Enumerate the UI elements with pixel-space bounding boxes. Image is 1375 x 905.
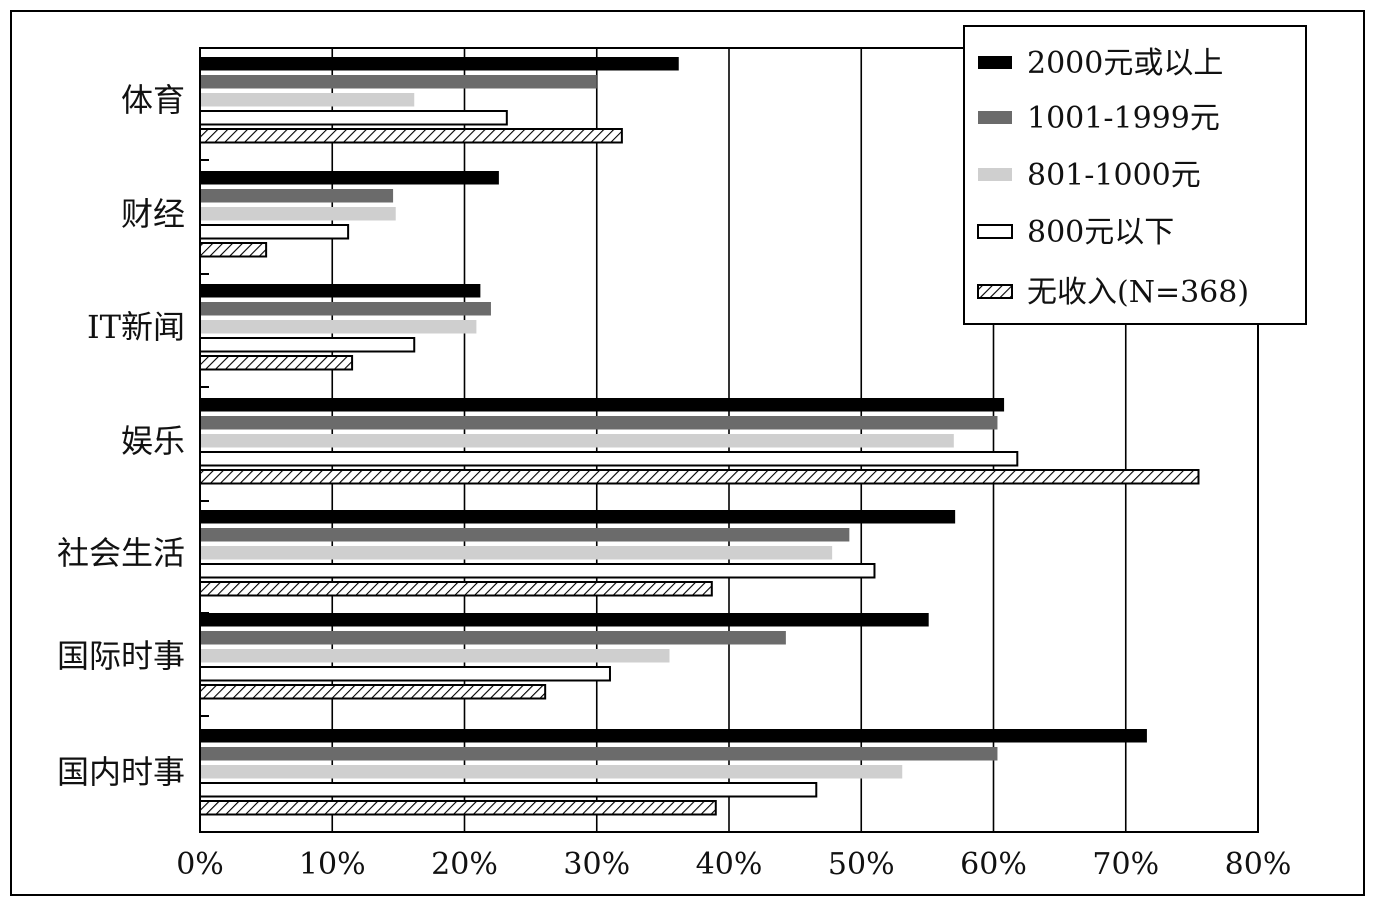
bar	[200, 747, 998, 761]
x-tick-label: 30%	[563, 847, 630, 882]
axes	[199, 47, 1259, 833]
bar	[200, 729, 1147, 743]
x-tick-label: 50%	[828, 847, 895, 882]
bar	[200, 546, 833, 560]
bar	[199, 684, 547, 700]
bar	[200, 302, 491, 316]
bar	[199, 451, 1019, 467]
plot-frame	[199, 47, 1259, 833]
category-label: 财经	[121, 195, 185, 233]
category-label: 国际时事	[57, 637, 185, 675]
legend: 2000元或以上 1001-1999元 801-1000元 800元以下无收入(N=3…	[963, 25, 1307, 325]
bar	[199, 128, 623, 144]
bar	[200, 631, 786, 645]
legend-swatch	[977, 224, 1013, 239]
x-tick-label: 80%	[1225, 847, 1292, 882]
x-tick-label: 60%	[960, 847, 1027, 882]
legend-swatch	[977, 284, 1013, 299]
bar	[200, 765, 903, 779]
bar	[200, 171, 499, 185]
legend-label: 无收入(N=368)	[1027, 275, 1249, 310]
bar	[199, 469, 1200, 485]
legend-swatch	[978, 56, 1012, 69]
bars	[199, 57, 1200, 816]
bar	[199, 337, 416, 353]
x-tick-label: 70%	[1092, 847, 1159, 882]
bar	[200, 57, 679, 71]
x-tick-labels: 0% 10% 20% 30% 40% 50% 60% 70% 80%	[176, 847, 1291, 882]
bar	[199, 563, 876, 579]
legend-swatch	[978, 168, 1012, 181]
legend-label: 2000元或以上	[1027, 46, 1223, 81]
bar	[200, 75, 597, 89]
bar	[199, 110, 508, 126]
category-label: 社会生活	[57, 534, 185, 572]
bar	[199, 782, 818, 798]
bar	[200, 510, 956, 524]
bar	[199, 581, 713, 597]
bar	[200, 528, 850, 542]
x-tick-label: 20%	[431, 847, 498, 882]
legend-box	[963, 25, 1307, 325]
x-tick-label: 0%	[176, 847, 224, 882]
bar	[200, 398, 1005, 412]
bar	[199, 242, 268, 258]
bar	[200, 416, 998, 430]
x-tick-label: 10%	[299, 847, 366, 882]
bar	[200, 434, 954, 448]
legend-swatch	[978, 111, 1012, 124]
bar	[200, 320, 477, 334]
bar	[200, 207, 396, 221]
bar	[200, 649, 670, 663]
category-label: IT新闻	[87, 308, 185, 346]
category-label: 国内时事	[57, 753, 185, 791]
legend-label: 1001-1999元	[1027, 101, 1220, 136]
legend-label: 800元以下	[1027, 215, 1174, 250]
x-tick-label: 40%	[696, 847, 763, 882]
category-label: 娱乐	[121, 422, 185, 460]
bar	[200, 613, 929, 627]
bar	[200, 93, 415, 107]
bar	[199, 666, 611, 682]
bar	[199, 355, 354, 371]
bar	[199, 800, 717, 816]
bar	[200, 284, 481, 298]
category-label: 体育	[121, 81, 185, 119]
bar	[200, 189, 394, 203]
legend-label: 801-1000元	[1027, 158, 1201, 193]
bar	[199, 224, 350, 240]
